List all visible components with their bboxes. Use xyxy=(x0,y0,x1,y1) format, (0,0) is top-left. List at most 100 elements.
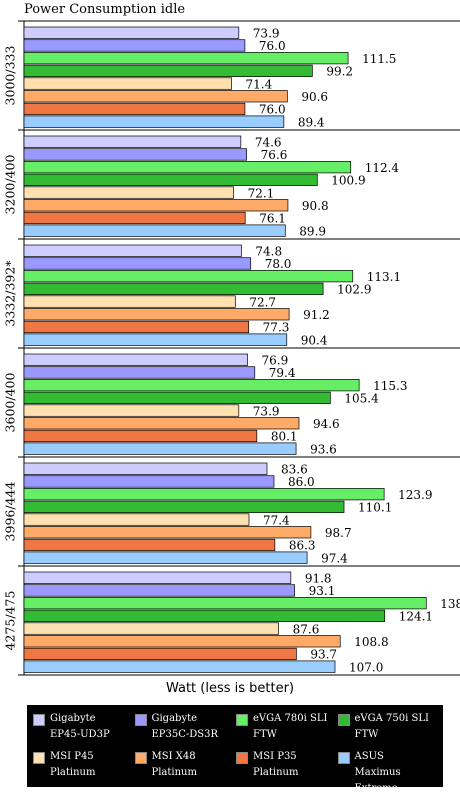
bar xyxy=(23,26,240,39)
data-label: 71.4 xyxy=(246,77,273,91)
x-axis-label: Watt (less is better) xyxy=(166,681,294,696)
bar xyxy=(23,488,385,501)
bar xyxy=(23,39,246,52)
data-label: 73.9 xyxy=(253,27,280,41)
category-label: 3000/333 xyxy=(3,46,18,106)
data-label: 93.6 xyxy=(310,442,337,456)
legend-item: Gigabyte EP45-UD3P xyxy=(33,711,135,749)
legend-label: eVGA 750i SLI FTW xyxy=(354,713,429,740)
bar xyxy=(23,148,248,161)
bar xyxy=(23,571,292,584)
legend-swatch xyxy=(337,752,350,764)
legend-swatch xyxy=(33,752,45,764)
bar xyxy=(23,186,234,199)
chart-title: Power Consumption idle xyxy=(24,2,185,17)
bar xyxy=(23,551,308,564)
data-label: 91.2 xyxy=(303,308,330,322)
data-label: 91.8 xyxy=(305,572,332,586)
data-label: 99.2 xyxy=(326,65,353,79)
legend-swatch xyxy=(33,714,45,726)
data-label: 110.1 xyxy=(358,501,392,515)
bar xyxy=(23,173,318,186)
legend-swatch xyxy=(337,714,350,726)
category-label: 3996/444 xyxy=(3,482,18,542)
data-label: 73.9 xyxy=(253,404,280,418)
legend-label: Gigabyte EP45-UD3P xyxy=(50,713,110,740)
bar xyxy=(23,353,248,366)
legend: Gigabyte EP45-UD3P Gigabyte EP35C-DS3R e… xyxy=(27,705,443,794)
data-label: 77.3 xyxy=(263,321,290,335)
legend-label: MSI P45 Platinum xyxy=(50,751,96,778)
bar xyxy=(23,635,341,648)
bar xyxy=(23,270,354,283)
data-label: 113.1 xyxy=(367,270,401,284)
data-label: 105.4 xyxy=(344,392,379,406)
data-label: 124.1 xyxy=(399,610,433,624)
bar xyxy=(23,102,246,116)
bar xyxy=(23,417,300,430)
legend-label: MSI X48 Platinum xyxy=(151,751,197,778)
plot-area: 3000/33373.976.0111.599.271.490.676.089.… xyxy=(3,20,460,676)
legend-item: MSI P45 Platinum xyxy=(33,749,135,787)
category-label: 3200/400 xyxy=(3,155,18,215)
bar xyxy=(23,500,345,513)
data-label: 102.9 xyxy=(337,283,371,297)
bar xyxy=(23,404,240,417)
data-label: 93.1 xyxy=(309,584,336,598)
legend-label: MSI P35 Platinum xyxy=(253,751,299,778)
bar xyxy=(23,475,275,488)
legend-item: MSI P35 Platinum xyxy=(236,749,338,787)
bar xyxy=(23,513,250,526)
category-label: 3600/400 xyxy=(3,373,18,433)
data-label: 111.5 xyxy=(362,52,396,66)
data-label: 76.9 xyxy=(262,354,289,368)
data-label: 74.6 xyxy=(255,136,282,150)
data-label: 98.7 xyxy=(325,526,352,540)
bar xyxy=(23,647,297,661)
data-label: 72.1 xyxy=(248,186,275,200)
legend-swatch xyxy=(134,752,147,764)
data-label: 76.0 xyxy=(259,39,286,53)
bar xyxy=(23,379,360,392)
data-label: 86.3 xyxy=(289,539,316,553)
bar xyxy=(23,609,386,622)
legend-swatch xyxy=(134,714,147,726)
bar xyxy=(23,320,250,334)
data-label: 86.0 xyxy=(288,475,315,489)
legend-swatch xyxy=(236,752,248,764)
bar xyxy=(23,622,279,635)
bar xyxy=(23,257,252,270)
bar xyxy=(23,224,286,237)
legend-label: Gigabyte EP35C-DS3R xyxy=(151,713,219,740)
data-label: 100.9 xyxy=(331,174,365,188)
bar xyxy=(23,211,246,225)
bar xyxy=(23,442,297,455)
data-label: 77.4 xyxy=(263,513,290,527)
legend-swatch xyxy=(236,714,248,726)
bar xyxy=(23,64,313,77)
data-label: 90.8 xyxy=(302,199,329,213)
data-label: 94.6 xyxy=(313,417,340,431)
data-label: 90.4 xyxy=(301,333,328,347)
data-label: 108.8 xyxy=(354,635,388,649)
data-label: 78.0 xyxy=(265,257,292,271)
category-label: 3332/392* xyxy=(3,260,18,327)
data-label: 76.1 xyxy=(259,212,286,226)
legend-item: eVGA 780i SLI FTW xyxy=(236,711,338,749)
bar xyxy=(23,244,242,257)
bar xyxy=(23,199,289,212)
bar xyxy=(23,429,258,443)
bar xyxy=(23,295,236,308)
data-label: 80.1 xyxy=(271,430,298,444)
data-label: 123.9 xyxy=(398,488,432,502)
data-label: 138.4 xyxy=(440,597,460,611)
data-label: 76.6 xyxy=(261,148,288,162)
data-label: 90.6 xyxy=(301,90,328,104)
bar xyxy=(23,526,312,539)
bar xyxy=(23,135,242,148)
data-label: 89.9 xyxy=(299,224,326,238)
data-label: 76.0 xyxy=(259,103,286,117)
bar xyxy=(23,660,336,673)
legend-item: Gigabyte EP35C-DS3R xyxy=(134,711,237,749)
